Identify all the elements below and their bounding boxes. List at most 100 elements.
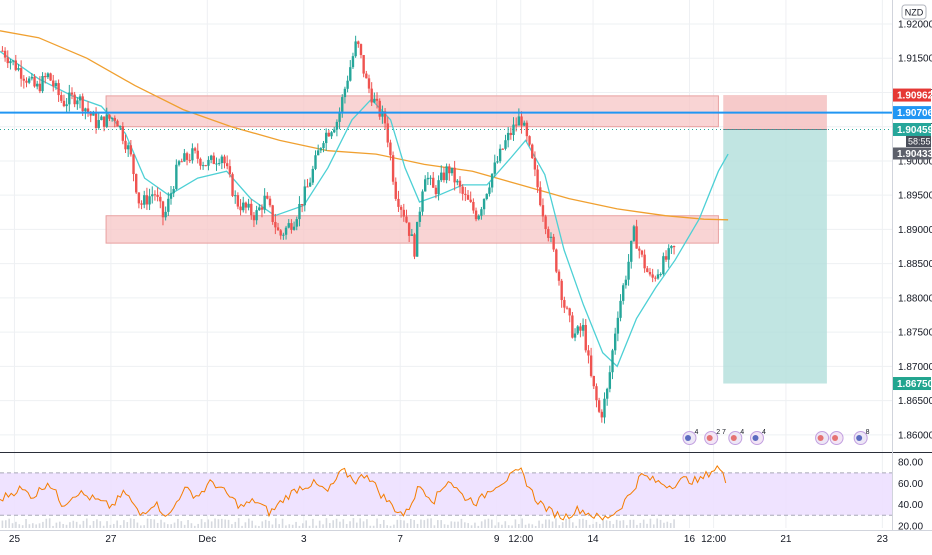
candle-down	[268, 198, 272, 206]
volume-bar	[551, 521, 554, 528]
volume-bar	[578, 519, 581, 528]
candle-up	[424, 179, 427, 192]
volume-bar	[92, 520, 95, 528]
event-icon[interactable]	[829, 431, 844, 445]
candle-up	[415, 221, 419, 257]
volume-bar	[636, 524, 638, 528]
volume-bar	[612, 524, 615, 528]
candles-layer	[1, 35, 676, 424]
candle-up	[35, 83, 39, 87]
event-icons-layer[interactable]: 4 2 7 4 4 8	[682, 429, 870, 445]
volume-bar	[410, 518, 412, 528]
candle-up	[183, 153, 186, 162]
candle-down	[228, 166, 232, 175]
trade-position[interactable]	[723, 95, 827, 384]
volume-bar	[342, 519, 345, 528]
event-icon[interactable]: 4	[728, 429, 745, 445]
flag-icon	[706, 435, 713, 441]
volume-bar	[659, 519, 662, 528]
volume-bar	[85, 518, 88, 528]
candle-up	[118, 126, 122, 128]
candle-up	[220, 156, 224, 164]
candle-down	[113, 117, 116, 121]
candle-down	[448, 166, 451, 174]
volume-bar	[619, 520, 621, 528]
volume-bar	[467, 523, 469, 528]
candle-up	[477, 215, 480, 220]
candle-down	[276, 227, 280, 231]
candle-down	[94, 112, 98, 128]
volume-bar	[514, 519, 517, 528]
candle-up	[78, 96, 82, 101]
volume-bar	[504, 521, 507, 528]
x-tick-label: 23	[877, 534, 889, 545]
candle-up	[381, 111, 384, 117]
candle-up	[319, 148, 323, 151]
candle-down	[44, 75, 47, 78]
volume-bar	[626, 525, 628, 528]
volume-bar	[177, 518, 179, 528]
volume-bar	[129, 518, 132, 528]
candle-up	[608, 372, 612, 389]
candle-up	[68, 92, 71, 105]
event-icon[interactable]	[815, 431, 830, 445]
volume-bar	[393, 524, 395, 528]
candle-down	[70, 92, 74, 95]
candle-down	[60, 95, 63, 101]
candle-down	[531, 144, 534, 159]
candle-down	[592, 375, 595, 387]
volume-bar	[166, 524, 169, 528]
volume-bar	[440, 520, 442, 528]
volume-bar	[653, 524, 655, 528]
candle-up	[581, 324, 585, 331]
volume-bar	[45, 518, 48, 528]
candle-down	[196, 150, 199, 159]
event-icon[interactable]: 4	[749, 429, 766, 445]
volume-bar	[629, 519, 631, 528]
candle-up	[30, 76, 34, 79]
candle-up	[217, 163, 221, 165]
volume-bar	[450, 521, 453, 528]
volume-bar	[416, 523, 419, 528]
volume-bar	[538, 520, 540, 528]
take-profit-area[interactable]	[723, 129, 827, 384]
flag-icon	[752, 435, 759, 441]
currency-badge[interactable]: NZD	[901, 4, 927, 20]
currency-badge-box[interactable]	[901, 4, 927, 20]
volume-bar	[433, 525, 436, 528]
candle-up	[169, 193, 173, 199]
candle-down	[635, 226, 638, 249]
candle-up	[282, 234, 285, 236]
candle-up	[488, 187, 491, 194]
event-icon[interactable]: 2 7	[704, 429, 726, 445]
candle-down	[239, 206, 242, 211]
event-count-label: 2 7	[716, 429, 726, 436]
volume-bar	[437, 520, 439, 528]
candle-up	[287, 223, 290, 228]
candle-up	[41, 75, 44, 92]
volume-bar	[278, 524, 280, 528]
candle-down	[568, 308, 571, 316]
event-icon[interactable]: 4	[682, 429, 699, 445]
candle-down	[57, 83, 60, 96]
candle-up	[209, 155, 213, 160]
volume-bar	[21, 525, 24, 528]
candle-down	[509, 132, 513, 136]
candle-down	[643, 254, 646, 269]
candle-down	[563, 300, 566, 308]
volume-bar	[372, 525, 375, 528]
volume-bar	[352, 518, 355, 528]
volume-bar	[491, 519, 493, 528]
candle-down	[129, 145, 133, 155]
event-icon[interactable]: 8	[853, 429, 870, 445]
candle-down	[3, 50, 7, 58]
candle-down	[389, 142, 392, 156]
candle-down	[212, 155, 216, 164]
target-price-tag-bg	[893, 377, 931, 391]
candle-up	[504, 140, 507, 149]
volume-bar	[642, 519, 645, 528]
volume-bar	[251, 520, 253, 528]
candle-down	[135, 174, 138, 193]
